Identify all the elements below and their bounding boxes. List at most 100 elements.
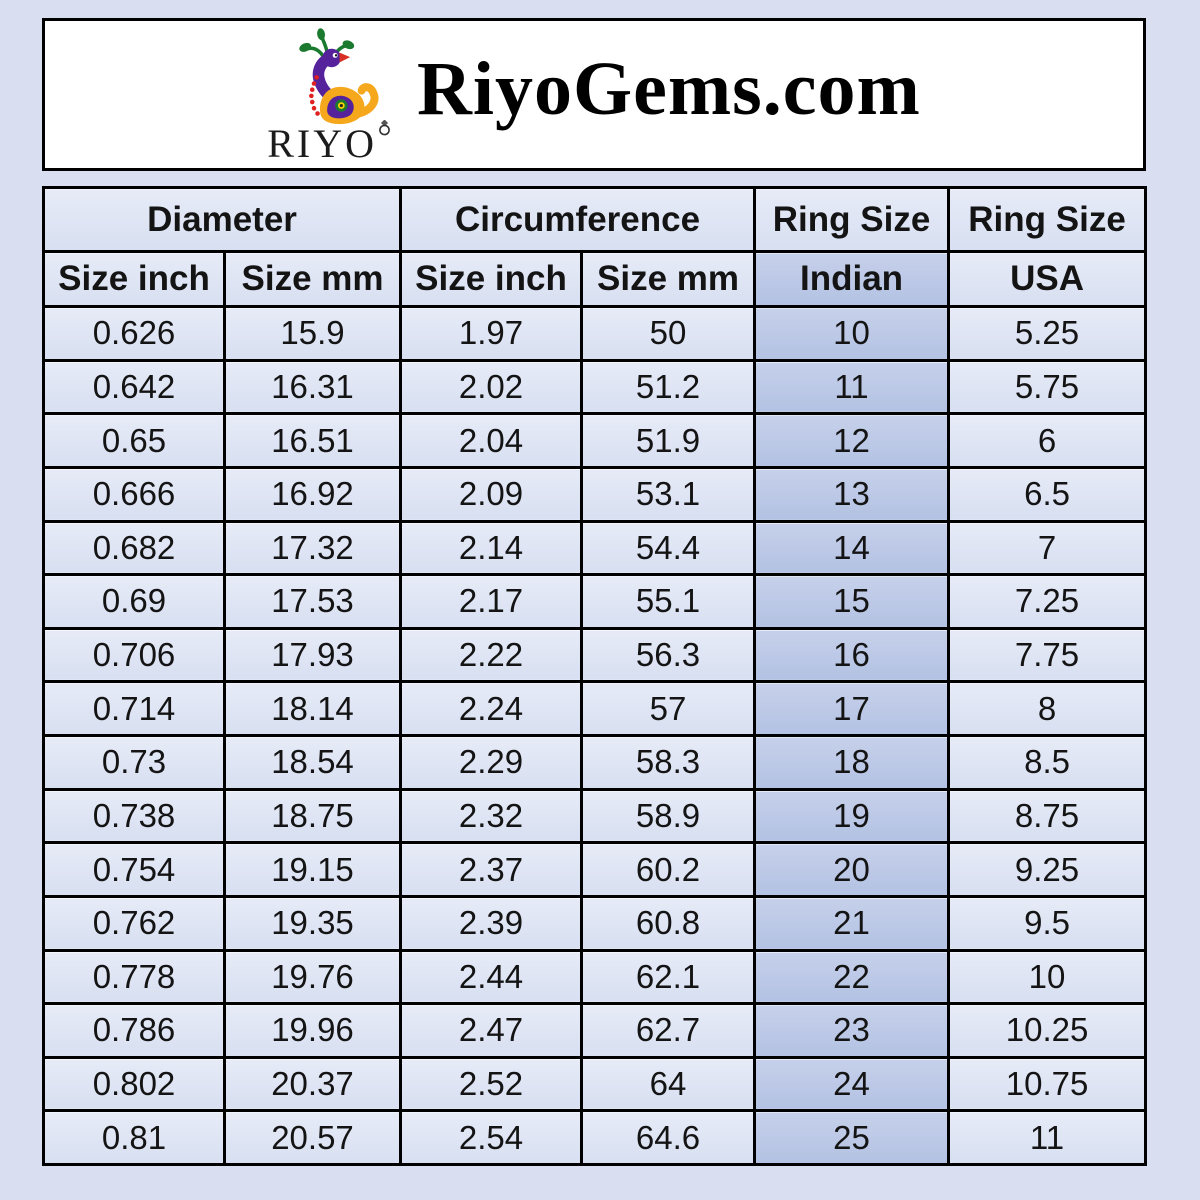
- table-cell: 15.9: [222, 305, 403, 362]
- col-header-usa: USA: [947, 250, 1148, 308]
- table-cell: 2.04: [399, 412, 584, 469]
- table-cell: 0.738: [42, 787, 226, 845]
- table-row: 0.69 17.53 2.17 55.1 15 7.25: [42, 573, 1148, 630]
- table-cell: 64: [580, 1055, 757, 1113]
- table-cell: 11: [947, 1109, 1148, 1166]
- table-cell: 10: [947, 948, 1148, 1006]
- table-cell: 21: [753, 894, 951, 952]
- table-row: 0.762 19.35 2.39 60.8 21 9.5: [42, 894, 1148, 952]
- table-cell: 50: [580, 305, 757, 362]
- table-cell: 10.25: [947, 1002, 1148, 1059]
- table-cell: 0.786: [42, 1002, 226, 1059]
- col-header-circumference-inch: Size inch: [399, 250, 584, 308]
- table-cell: 17.53: [222, 573, 403, 630]
- table-body: 0.626 15.9 1.97 50 10 5.25 0.642 16.31 2.02 51.2 1…: [42, 305, 1148, 1166]
- table-cell: 0.666: [42, 465, 226, 523]
- table-cell: 20.37: [222, 1055, 403, 1113]
- table-cell: 8.75: [947, 787, 1148, 845]
- table-cell: 16.51: [222, 412, 403, 469]
- table-cell: 60.8: [580, 894, 757, 952]
- table-cell: 2.37: [399, 841, 584, 898]
- table-cell: 0.73: [42, 734, 226, 791]
- table-cell: 5.25: [947, 305, 1148, 362]
- table-cell: 13: [753, 465, 951, 523]
- table-cell: 0.626: [42, 305, 226, 362]
- table-cell: 16.31: [222, 358, 403, 416]
- table-cell: 60.2: [580, 841, 757, 898]
- table-cell: 7.25: [947, 573, 1148, 630]
- table-cell: 9.5: [947, 894, 1148, 952]
- group-header-ring-size-usa: Ring Size: [947, 186, 1148, 253]
- column-header-row: Size inch Size mm Size inch Size mm Indi…: [42, 250, 1148, 308]
- table-row: 0.626 15.9 1.97 50 10 5.25: [42, 305, 1148, 362]
- table-cell: 0.69: [42, 573, 226, 630]
- table-cell: 2.17: [399, 573, 584, 630]
- table-row: 0.73 18.54 2.29 58.3 18 8.5: [42, 734, 1148, 791]
- table-row: 0.65 16.51 2.04 51.9 12 6: [42, 412, 1148, 469]
- table-cell: 5.75: [947, 358, 1148, 416]
- table-cell: 0.81: [42, 1109, 226, 1166]
- table-cell: 8: [947, 680, 1148, 737]
- table-cell: 2.02: [399, 358, 584, 416]
- table-row: 0.642 16.31 2.02 51.2 11 5.75: [42, 358, 1148, 416]
- table-row: 0.682 17.32 2.14 54.4 14 7: [42, 519, 1148, 577]
- table-cell: 18: [753, 734, 951, 791]
- col-header-diameter-mm: Size mm: [222, 250, 403, 308]
- group-header-diameter: Diameter: [41, 186, 403, 253]
- table-cell: 6: [947, 412, 1148, 469]
- table-cell: 10: [753, 305, 951, 362]
- table-cell: 51.2: [580, 358, 757, 416]
- table-row: 0.666 16.92 2.09 53.1 13 6.5: [42, 465, 1148, 523]
- table-row: 0.81 20.57 2.54 64.6 25 11: [42, 1109, 1148, 1166]
- table-cell: 58.9: [580, 787, 757, 845]
- table-cell: 2.44: [399, 948, 584, 1006]
- table-row: 0.786 19.96 2.47 62.7 23 10.25: [42, 1002, 1148, 1059]
- table-cell: 51.9: [580, 412, 757, 469]
- table-cell: 0.754: [42, 841, 226, 898]
- table-cell: 19.35: [222, 894, 403, 952]
- table-cell: 62.7: [580, 1002, 757, 1059]
- table-cell: 57: [580, 680, 757, 737]
- peacock-icon: [299, 27, 379, 124]
- table-cell: 10.75: [947, 1055, 1148, 1113]
- table-cell: 0.802: [42, 1055, 226, 1113]
- table-cell: 19.15: [222, 841, 403, 898]
- table-row: 0.754 19.15 2.37 60.2 20 9.25: [42, 841, 1148, 898]
- table-row: 0.738 18.75 2.32 58.9 19 8.75: [42, 787, 1148, 845]
- table-cell: 17.32: [222, 519, 403, 577]
- col-header-indian: Indian: [753, 250, 951, 308]
- col-header-diameter-inch: Size inch: [42, 250, 226, 308]
- table-cell: 2.14: [399, 519, 584, 577]
- table-cell: 19: [753, 787, 951, 845]
- table-cell: 8.5: [947, 734, 1148, 791]
- table-cell: 18.75: [222, 787, 403, 845]
- table-cell: 2.39: [399, 894, 584, 952]
- table-cell: 20: [753, 841, 951, 898]
- table-cell: 12: [753, 412, 951, 469]
- group-header-row: Diameter Circumference Ring Size Ring Si…: [41, 186, 1148, 253]
- table-cell: 56.3: [580, 626, 757, 684]
- table-cell: 9.25: [947, 841, 1148, 898]
- table-cell: 20.57: [222, 1109, 403, 1166]
- table-cell: 18.54: [222, 734, 403, 791]
- table-cell: 2.24: [399, 680, 584, 737]
- table-cell: 22: [753, 948, 951, 1006]
- table-row: 0.714 18.14 2.24 57 17 8: [42, 680, 1148, 737]
- table-cell: 2.47: [399, 1002, 584, 1059]
- table-cell: 0.642: [42, 358, 226, 416]
- table-cell: 0.682: [42, 519, 226, 577]
- table-cell: 0.762: [42, 894, 226, 952]
- ring-size-table: Diameter Circumference Ring Size Ring Si…: [41, 186, 1148, 1166]
- table-cell: 25: [753, 1109, 951, 1166]
- table-cell: 62.1: [580, 948, 757, 1006]
- table-row: 0.802 20.37 2.52 64 24 10.75: [42, 1055, 1148, 1113]
- table-cell: 53.1: [580, 465, 757, 523]
- group-header-circumference: Circumference: [399, 186, 757, 253]
- table-cell: 0.65: [42, 412, 226, 469]
- riyo-logo: RIYO: [267, 27, 391, 166]
- table-cell: 16: [753, 626, 951, 684]
- table-cell: 58.3: [580, 734, 757, 791]
- logo-wordmark: RIYO: [267, 120, 377, 166]
- table-cell: 17.93: [222, 626, 403, 684]
